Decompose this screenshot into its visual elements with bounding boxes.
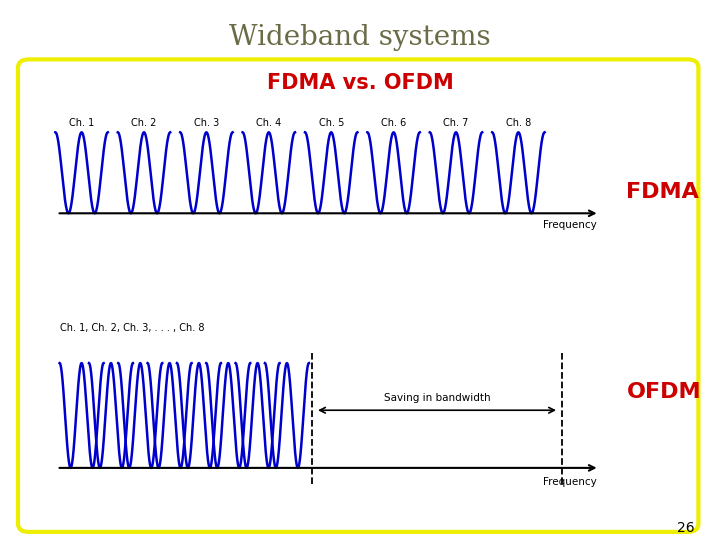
Text: Ch. 2: Ch. 2	[131, 118, 157, 128]
Text: Ch. 6: Ch. 6	[381, 118, 406, 128]
FancyBboxPatch shape	[18, 59, 698, 532]
Text: Ch. 7: Ch. 7	[444, 118, 469, 128]
Text: FDMA: FDMA	[626, 181, 699, 202]
Text: Frequency: Frequency	[543, 220, 596, 230]
Text: Ch. 4: Ch. 4	[256, 118, 282, 128]
Text: Wideband systems: Wideband systems	[229, 24, 491, 51]
Text: OFDM: OFDM	[626, 381, 701, 402]
Text: Frequency: Frequency	[543, 477, 596, 487]
Text: 26: 26	[678, 521, 695, 535]
Text: Ch. 1, Ch. 2, Ch. 3, . . . , Ch. 8: Ch. 1, Ch. 2, Ch. 3, . . . , Ch. 8	[60, 323, 204, 333]
Text: Saving in bandwidth: Saving in bandwidth	[384, 393, 490, 403]
Text: Ch. 5: Ch. 5	[318, 118, 344, 128]
Text: Ch. 8: Ch. 8	[505, 118, 531, 128]
Text: Ch. 1: Ch. 1	[69, 118, 94, 128]
Text: Ch. 3: Ch. 3	[194, 118, 219, 128]
Text: FDMA vs. OFDM: FDMA vs. OFDM	[266, 73, 454, 93]
